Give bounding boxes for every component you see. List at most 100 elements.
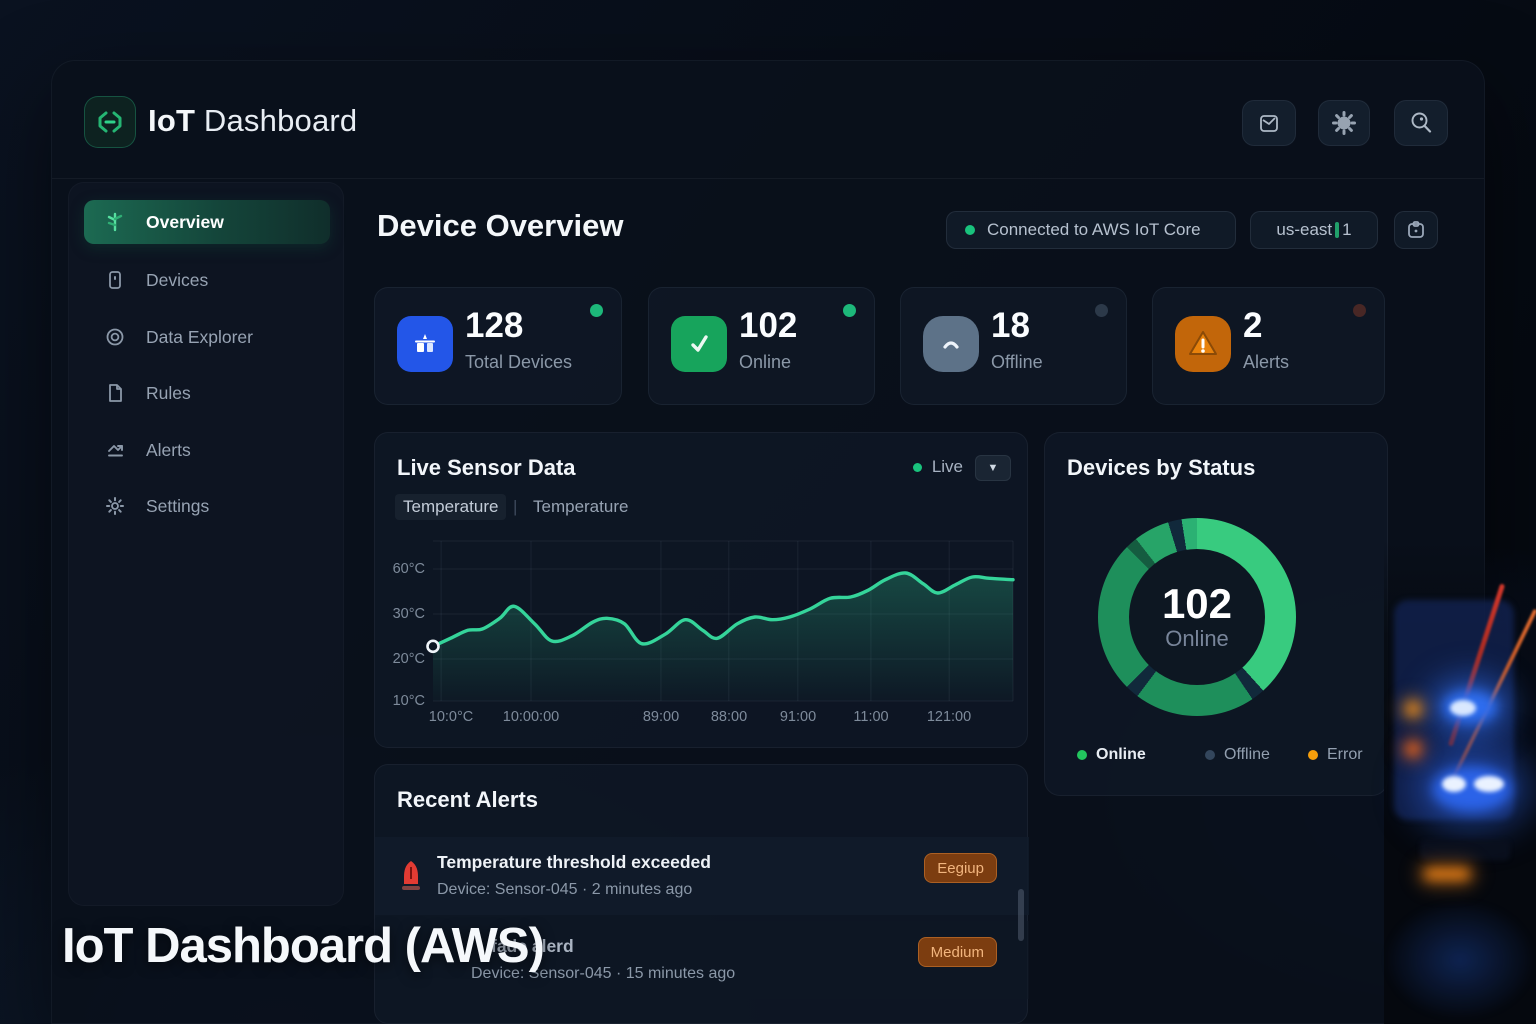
legend-label: Offline: [1224, 746, 1270, 763]
header-divider: [52, 178, 1484, 179]
connection-status-label: Connected to AWS IoT Core: [987, 220, 1201, 239]
alert-severity-badge: Eegiup: [924, 853, 997, 883]
status-dot: [843, 304, 856, 317]
status-dot: [590, 304, 603, 317]
region-accent-mark: [1335, 222, 1340, 238]
package-button[interactable]: [1242, 100, 1296, 146]
y-axis-label: 30°C: [392, 606, 425, 622]
x-axis-label: 10:0°C: [428, 709, 474, 725]
stat-value: 102: [739, 306, 798, 345]
clipboard-icon: [1408, 221, 1424, 238]
alerts-icon: [108, 445, 123, 457]
status-dot: [1095, 304, 1108, 317]
region-selector[interactable]: us-east 1: [1250, 211, 1378, 249]
page-title: Device Overview: [377, 208, 624, 243]
sidebar-item-label: Overview: [146, 211, 224, 232]
legend-dot-error: [1308, 750, 1318, 760]
legend-dot-online: [1077, 750, 1087, 760]
live-sensor-data-panel: Live Sensor Data Live ▼ Temperature | Te…: [374, 432, 1028, 748]
connection-status-dot: [965, 225, 975, 235]
stat-label: Online: [739, 352, 792, 372]
stat-card-online[interactable]: 102 Online: [648, 287, 875, 405]
search-button[interactable]: [1394, 100, 1448, 146]
sidebar-item-overview[interactable]: Overview: [84, 200, 330, 244]
stat-card-total-devices[interactable]: 128 Total Devices: [374, 287, 622, 405]
sidebar-item-label: Devices: [146, 269, 209, 290]
warning-triangle-icon: [1189, 331, 1217, 355]
screenshot-caption: IoT Dashboard (AWS): [62, 919, 545, 973]
total-devices-icon-tile: [397, 316, 453, 372]
legend-online: Online: [1077, 746, 1146, 764]
x-axis-label: 88:00: [710, 709, 748, 725]
sidebar-item-rules[interactable]: Rules: [84, 371, 330, 415]
stat-value: 18: [991, 306, 1030, 345]
x-axis-label: 11:00: [853, 709, 889, 725]
x-axis-label: 91:00: [779, 709, 817, 725]
tab-separator: |: [513, 497, 518, 516]
stat-card-alerts[interactable]: 2 Alerts: [1152, 287, 1385, 405]
sidebar-item-label: Settings: [146, 495, 210, 516]
document-icon: [109, 384, 122, 402]
alert-meta: Device: Sensor-045 · 15 minutes ago: [471, 965, 736, 982]
alerts-panel-title: Recent Alerts: [397, 787, 539, 812]
sidebar-item-label: Rules: [146, 382, 191, 403]
stat-value: 2: [1243, 306, 1263, 345]
offline-icon: [943, 341, 959, 349]
legend-offline: Offline: [1205, 746, 1270, 764]
alert-row[interactable]: fade alerd Device: Sensor-045 · 15 minut…: [375, 921, 1029, 999]
settings-gear-button[interactable]: [1318, 100, 1370, 146]
alert-meta: Device: Sensor-045 · 2 minutes ago: [437, 881, 693, 898]
y-axis-label: 10°C: [392, 693, 425, 709]
live-label: Live: [931, 457, 963, 476]
tab-temperature-1[interactable]: Temperature: [395, 494, 507, 520]
sidebar-item-devices[interactable]: Devices: [84, 258, 330, 302]
status-donut-chart: [1098, 518, 1296, 716]
alerts-icon-tile: [1175, 316, 1231, 372]
data-explorer-icon: [106, 328, 124, 346]
sidebar-item-label: Alerts: [146, 439, 191, 460]
search-icon: [1411, 112, 1432, 133]
device-icon: [109, 271, 121, 289]
legend-dot-offline: [1205, 750, 1215, 760]
legend-error: Error: [1308, 746, 1363, 764]
sidebar-item-data-explorer[interactable]: Data Explorer: [84, 315, 330, 359]
region-suffix: 1: [1342, 220, 1352, 239]
chevron-down-icon: ▼: [987, 462, 999, 474]
app-title: IoT Dashboard: [148, 103, 357, 139]
connection-status-pill: Connected to AWS IoT Core: [946, 211, 1236, 249]
sidebar-item-alerts[interactable]: Alerts: [84, 428, 330, 472]
sidebar-item-label: Data Explorer: [146, 326, 253, 347]
alert-row[interactable]: Temperature threshold exceeded Device: S…: [375, 837, 1029, 915]
package-icon: [1260, 115, 1278, 132]
copy-button[interactable]: [1394, 211, 1438, 249]
tab-temperature-2[interactable]: Temperature: [533, 497, 629, 516]
region-prefix: us-east: [1276, 220, 1333, 239]
device-chip-icon: [415, 334, 435, 352]
y-axis-label: 20°C: [392, 651, 425, 667]
stat-label: Total Devices: [465, 352, 573, 372]
recent-alerts-panel: Recent Alerts Temperature threshold exce…: [374, 764, 1029, 1024]
range-dropdown[interactable]: ▼: [975, 455, 1011, 481]
donut-center: 102 Online: [1098, 518, 1296, 716]
gear-icon: [1332, 111, 1356, 135]
status-dot: [1353, 304, 1366, 317]
iot-logo-icon: [98, 111, 122, 133]
live-dot: [912, 462, 922, 472]
legend-label: Error: [1327, 746, 1363, 763]
sensor-line: [431, 571, 1015, 648]
app-title-bold: IoT: [148, 103, 196, 138]
alert-title: Temperature threshold exceeded: [437, 852, 711, 872]
alarm-icon: [402, 861, 420, 890]
y-axis-label: 60°C: [392, 561, 425, 577]
scrollbar-thumb[interactable]: [1018, 889, 1024, 941]
status-panel-title: Devices by Status: [1067, 455, 1256, 480]
alert-severity-badge: Medium: [917, 937, 997, 967]
live-indicator: Live: [912, 457, 963, 477]
x-axis-label: 89:00: [642, 709, 680, 725]
stat-card-offline[interactable]: 18 Offline: [900, 287, 1127, 405]
sensor-panel-title: Live Sensor Data: [397, 455, 576, 480]
sidebar-item-settings[interactable]: Settings: [84, 484, 330, 528]
alert-title: fade alerd: [491, 936, 574, 956]
x-axis-label: 121:00: [926, 709, 972, 725]
